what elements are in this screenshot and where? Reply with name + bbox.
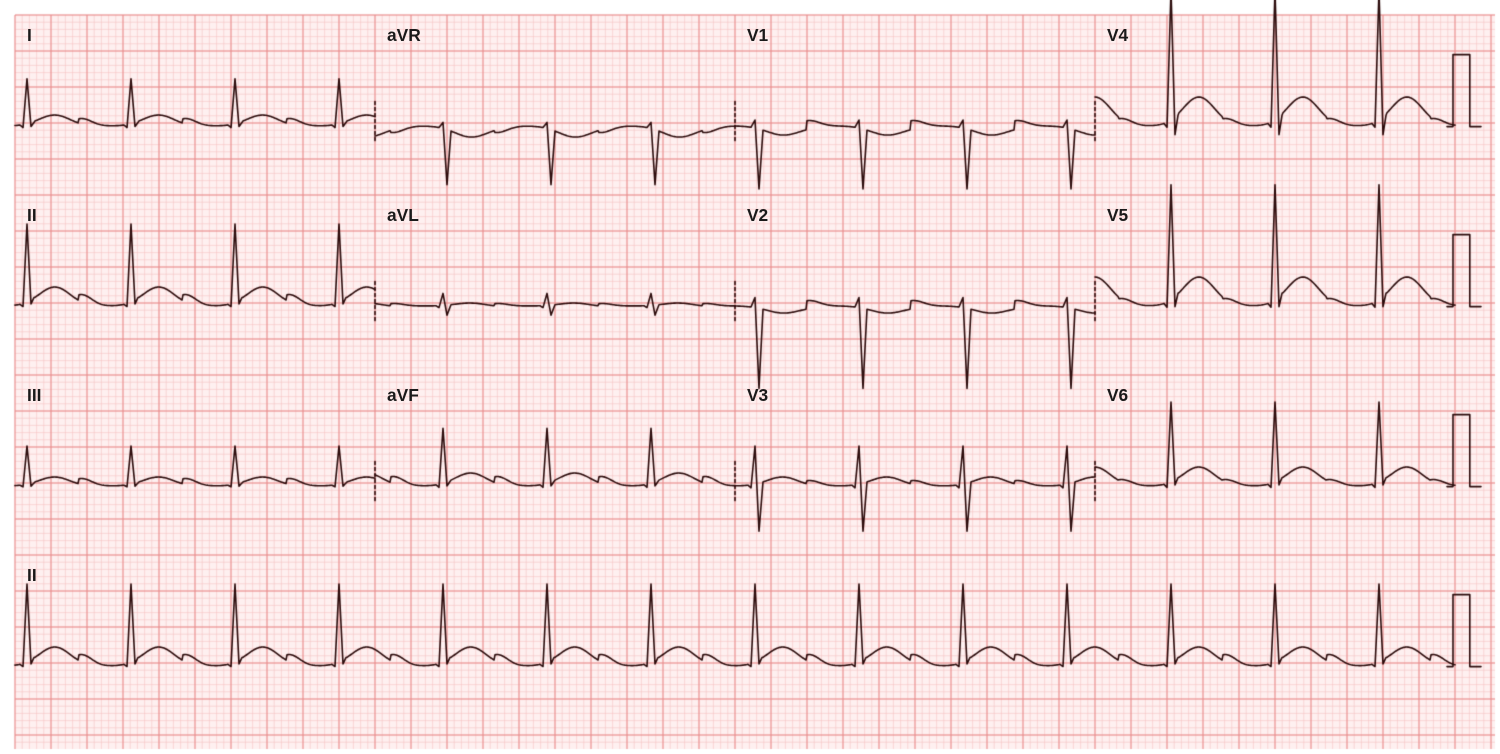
ecg-trace-canvas [0, 0, 1500, 754]
ecg-container: IaVRV1V4IIaVLV2V5IIIaVFV3V6II [0, 0, 1500, 754]
